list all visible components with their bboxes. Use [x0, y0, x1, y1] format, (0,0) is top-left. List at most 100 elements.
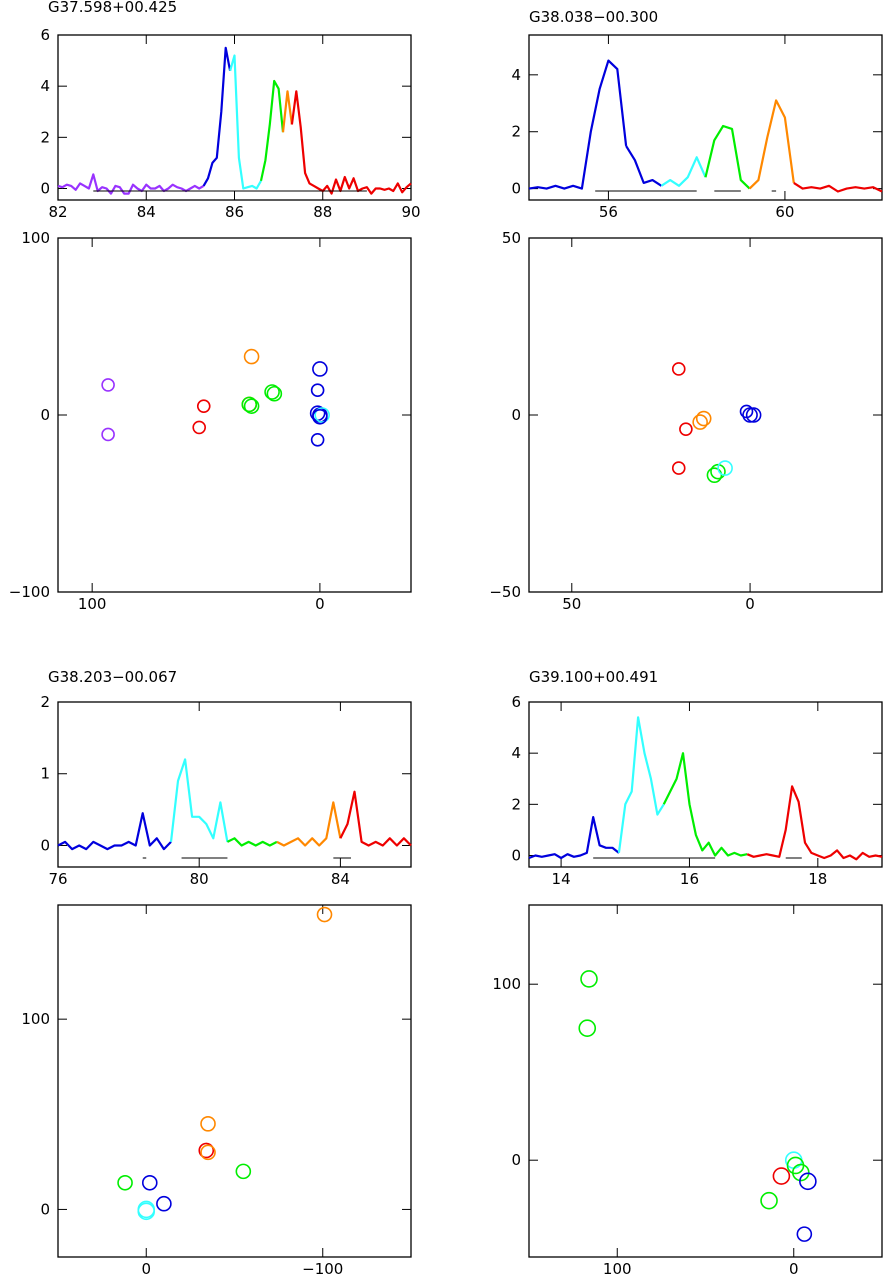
spot-marker	[695, 410, 712, 427]
spot-marker	[310, 383, 325, 398]
spectrum-segment-5	[290, 90, 412, 195]
spot-marker	[117, 1174, 133, 1191]
spectrum-segment-4	[748, 99, 795, 190]
panel-5: 14 16 18 0 2 4 6	[511, 693, 883, 888]
y-tick-label: 4	[511, 744, 521, 762]
spot-marker	[671, 362, 686, 376]
spot-marker	[314, 407, 330, 423]
spectrum-segment-1	[169, 758, 229, 843]
axes-frame	[528, 701, 883, 868]
spot-marker	[137, 1202, 156, 1221]
title-g38-038: G38.038−00.300	[529, 8, 658, 26]
x-tick-label: 100	[603, 1260, 632, 1278]
y-tick-label: 100	[21, 229, 50, 247]
spot-marker	[200, 1144, 216, 1161]
spectrum-segment-0	[57, 812, 172, 851]
axes-frame	[528, 34, 883, 201]
x-tick-label: −100	[302, 1260, 343, 1278]
panel-1: 100 0 −100 0 100	[9, 229, 412, 613]
spot-marker	[156, 1195, 172, 1212]
y-tick-label: 2	[40, 128, 50, 146]
y-tick-label: 0	[40, 179, 50, 197]
spot-marker	[310, 432, 325, 447]
y-tick-label: 0	[511, 406, 521, 424]
spot-marker	[671, 461, 686, 475]
spot-marker	[141, 1174, 158, 1191]
spot-marker	[192, 420, 206, 435]
spectrum-segment-0	[528, 59, 628, 190]
spectrum-segment-3	[276, 801, 342, 847]
spot-marker	[312, 408, 328, 425]
x-tick-label: 0	[315, 595, 325, 613]
x-tick-label: 0	[789, 1260, 799, 1278]
spot-marker	[796, 1226, 813, 1242]
spot-marker	[786, 1156, 805, 1175]
y-tick-label: 0	[511, 1151, 521, 1169]
axes-frame	[57, 904, 412, 1258]
y-tick-label: −100	[9, 583, 50, 601]
y-tick-label: 4	[511, 66, 521, 84]
spectrum-segment-2	[662, 752, 748, 857]
axes-frame	[528, 237, 883, 593]
spot-marker	[717, 460, 733, 476]
spectrum-segment-4	[339, 790, 412, 847]
y-tick-label: −50	[489, 583, 521, 601]
spectrum-segment-2	[660, 156, 707, 187]
x-tick-label: 50	[562, 595, 581, 613]
spot-marker	[578, 1019, 597, 1037]
spot-marker	[101, 427, 115, 442]
spot-marker	[243, 398, 260, 414]
panel-4: 76 80 84 0 1 2	[40, 693, 412, 888]
spot-marker	[710, 463, 726, 480]
x-tick-label: 84	[331, 870, 350, 888]
x-tick-label: 18	[808, 870, 827, 888]
panel-6: 0 −100 0 100	[21, 904, 412, 1278]
x-tick-label: 14	[552, 870, 571, 888]
spot-marker	[799, 1172, 817, 1191]
spot-marker	[706, 467, 723, 483]
spot-marker	[742, 407, 758, 423]
x-tick-label: 0	[141, 1260, 151, 1278]
x-tick-label: 56	[599, 203, 618, 221]
spot-marker	[312, 361, 328, 377]
panel-3: 50 0 −50 0 50	[489, 229, 883, 613]
y-tick-label: 0	[40, 1200, 50, 1218]
spectrum-segment-2	[226, 837, 278, 847]
y-tick-label: 4	[40, 77, 50, 95]
spot-marker	[235, 1163, 252, 1180]
y-tick-label: 0	[511, 846, 521, 864]
y-tick-label: 0	[40, 406, 50, 424]
x-tick-label: 90	[401, 203, 420, 221]
panel-2: 56 60 0 2 4	[511, 34, 883, 221]
y-tick-label: 1	[40, 765, 50, 783]
y-tick-label: 100	[492, 975, 521, 993]
panel-0: 82 84 86 88 90 0 2 4 6	[40, 26, 420, 221]
spot-marker	[772, 1167, 791, 1185]
y-tick-label: 100	[21, 1010, 50, 1028]
axes-frame	[57, 701, 412, 868]
spectrum-segment-0	[528, 815, 620, 860]
x-tick-label: 88	[313, 203, 332, 221]
title-g37-598: G37.598+00.425	[48, 0, 177, 16]
spot-marker	[196, 399, 211, 413]
x-tick-label: 80	[190, 870, 209, 888]
spot-marker	[264, 384, 280, 400]
spot-marker	[580, 970, 598, 988]
x-tick-label: 16	[680, 870, 699, 888]
spot-marker	[101, 378, 115, 392]
spectrum-segment-3	[259, 79, 285, 182]
spectrum-segment-2	[229, 54, 262, 190]
spectrum-segment-3	[704, 124, 751, 190]
spectrum-segment-3	[746, 785, 883, 861]
spectrum-segment-1	[617, 716, 665, 854]
y-tick-label: 50	[502, 229, 521, 247]
x-tick-label: 84	[137, 203, 156, 221]
spot-marker	[316, 906, 333, 923]
spot-marker	[241, 396, 258, 413]
spot-marker	[266, 385, 283, 402]
x-tick-label: 82	[48, 203, 67, 221]
y-tick-label: 2	[511, 123, 521, 141]
spectrum-segment-1	[625, 145, 662, 187]
y-tick-label: 0	[40, 836, 50, 854]
